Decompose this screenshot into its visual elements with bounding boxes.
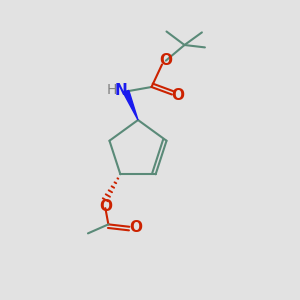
Text: O: O bbox=[129, 220, 142, 235]
Text: O: O bbox=[99, 199, 112, 214]
Text: O: O bbox=[171, 88, 184, 103]
Text: O: O bbox=[159, 53, 172, 68]
Text: N: N bbox=[114, 83, 127, 98]
Text: H: H bbox=[106, 83, 117, 97]
Polygon shape bbox=[123, 90, 138, 120]
